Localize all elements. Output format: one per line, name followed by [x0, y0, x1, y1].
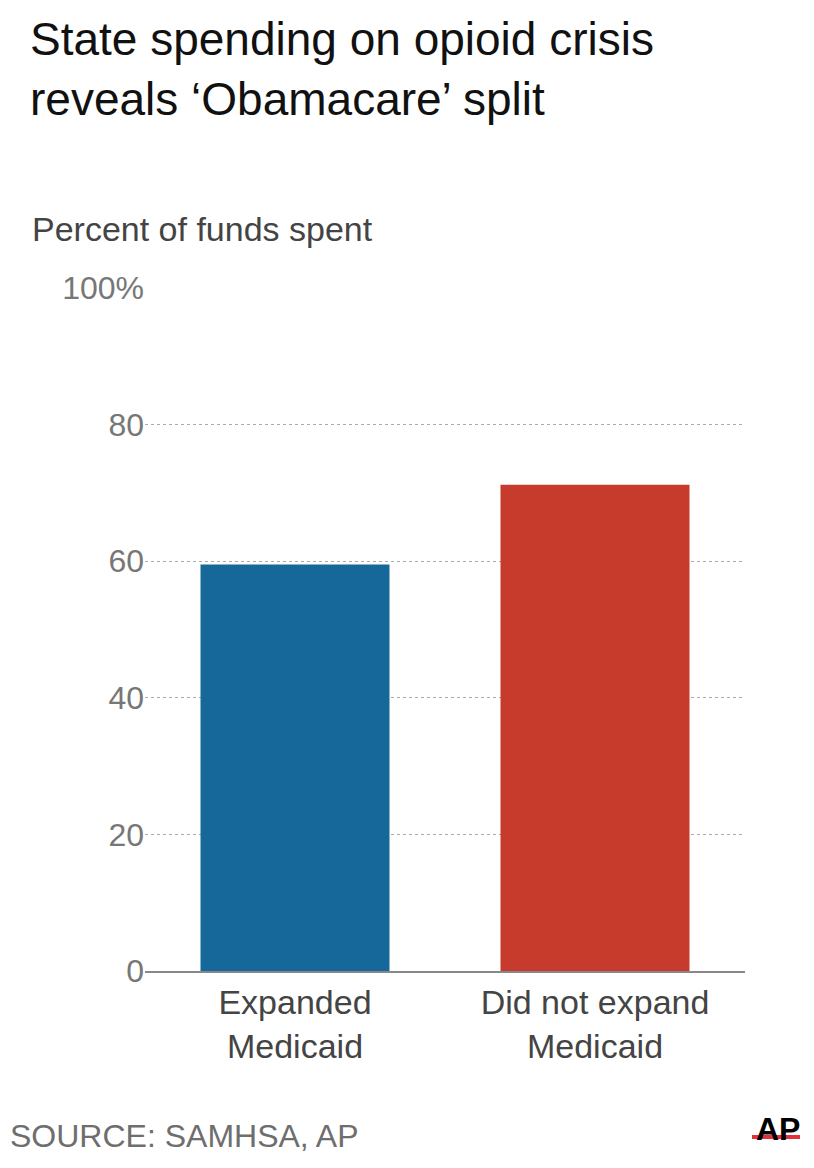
svg-text:Percent of funds spent: Percent of funds spent: [32, 210, 373, 248]
svg-text:SOURCE: SAMHSA, AP: SOURCE: SAMHSA, AP: [10, 1118, 359, 1154]
svg-text:60: 60: [108, 543, 144, 579]
svg-text:100%: 100%: [62, 270, 144, 306]
svg-text:20: 20: [108, 817, 144, 853]
svg-text:40: 40: [108, 680, 144, 716]
svg-text:80: 80: [108, 407, 144, 443]
svg-text:State spending on opioid crisi: State spending on opioid crisisreveals ‘…: [30, 13, 654, 125]
svg-text:Did not expandMedicaid: Did not expandMedicaid: [481, 983, 710, 1065]
svg-text:0: 0: [126, 953, 144, 989]
svg-text:ExpandedMedicaid: ExpandedMedicaid: [218, 983, 371, 1065]
svg-text:AP: AP: [756, 1111, 800, 1147]
